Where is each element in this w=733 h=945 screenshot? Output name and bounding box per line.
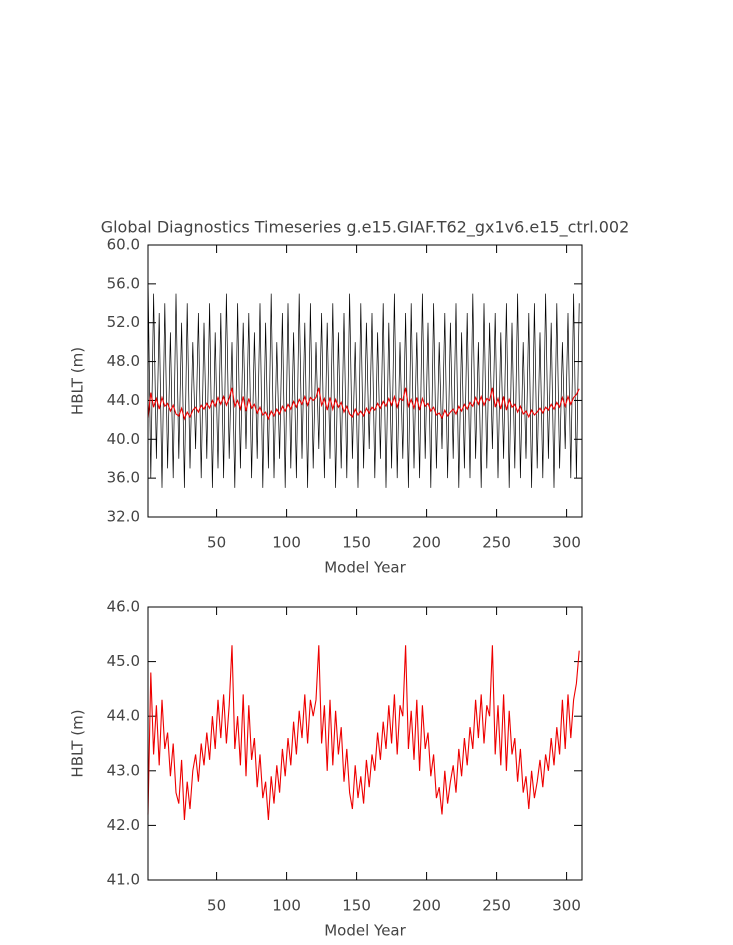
x-tick-label: 300 [552, 534, 581, 552]
x-tick-label: 200 [412, 897, 441, 915]
plot-frame [147, 606, 583, 881]
x-tick-label: 150 [342, 534, 371, 552]
y-tick-label: 56.0 [107, 274, 140, 292]
y-axis-label: HBLT (m) [69, 709, 87, 777]
x-tick-label: 50 [207, 897, 226, 915]
y-tick-label: 44.0 [107, 391, 140, 409]
x-tick-label: 250 [482, 897, 511, 915]
y-tick-label: 32.0 [107, 508, 140, 526]
y-tick-label: 60.0 [107, 236, 140, 254]
data-line [147, 645, 580, 820]
y-tick-label: 41.0 [107, 871, 140, 889]
chart-title: Global Diagnostics Timeseries g.e15.GIAF… [101, 218, 630, 238]
x-axis-label: Model Year [324, 559, 406, 577]
x-tick-label: 250 [482, 534, 511, 552]
x-tick-label: 300 [552, 897, 581, 915]
y-tick-label: 52.0 [107, 313, 140, 331]
x-tick-label: 100 [272, 534, 301, 552]
y-tick-label: 45.0 [107, 652, 140, 670]
y-tick-label: 44.0 [107, 707, 140, 725]
y-tick-label: 40.0 [107, 430, 140, 448]
y-tick-label: 42.0 [107, 816, 140, 834]
plot-frame [147, 244, 583, 518]
data-line [147, 387, 580, 421]
y-tick-label: 46.0 [107, 598, 140, 616]
x-tick-label: 150 [342, 897, 371, 915]
y-tick-label: 36.0 [107, 469, 140, 487]
x-axis-label: Model Year [324, 922, 406, 940]
x-tick-label: 100 [272, 897, 301, 915]
x-tick-label: 50 [207, 534, 226, 552]
y-axis-label: HBLT (m) [69, 347, 87, 415]
x-tick-label: 200 [412, 534, 441, 552]
y-tick-label: 48.0 [107, 352, 140, 370]
y-tick-label: 43.0 [107, 761, 140, 779]
data-line [147, 274, 580, 488]
